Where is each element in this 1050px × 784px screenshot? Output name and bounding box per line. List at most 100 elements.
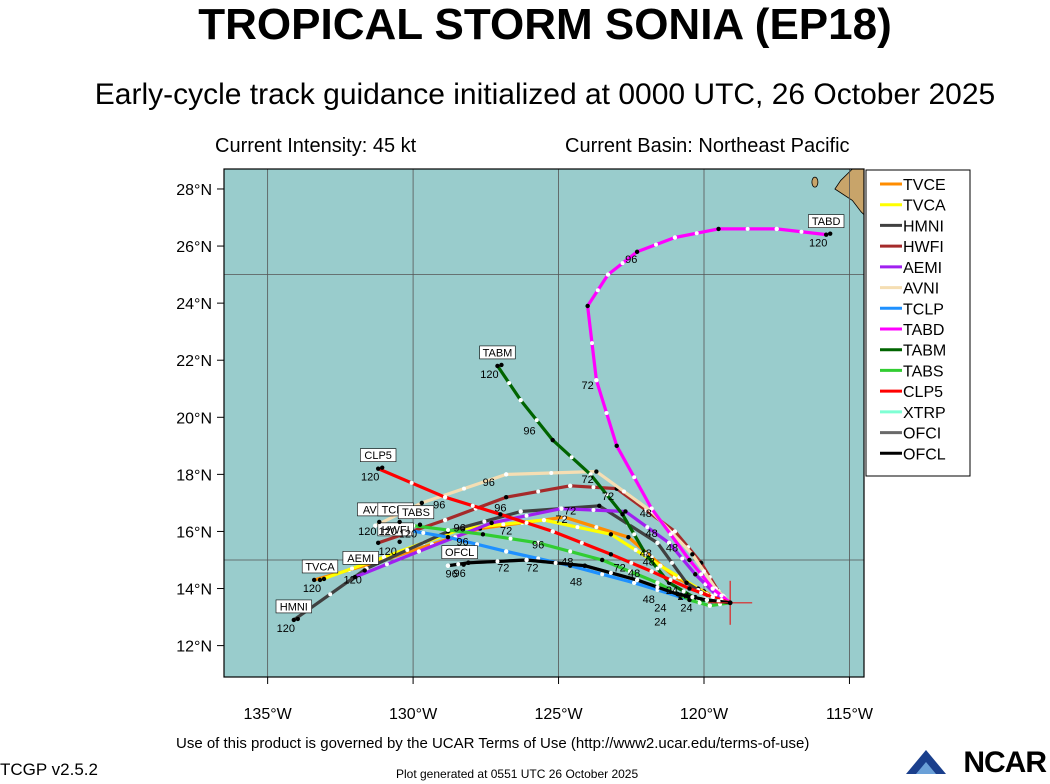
track-point <box>588 472 593 477</box>
track-point <box>605 272 611 277</box>
track-midpoint <box>645 525 650 530</box>
legend-item-ofcl: OFCL <box>880 446 946 463</box>
track-point <box>655 580 660 586</box>
forecast-hour-label: 96 <box>454 568 466 580</box>
track-midpoint <box>534 418 539 423</box>
track-point <box>655 540 660 546</box>
forecast-hour-label: 24 <box>680 602 692 614</box>
forecast-hour-label: 96 <box>483 477 495 489</box>
track-point <box>823 232 829 237</box>
track-point <box>541 517 547 523</box>
track-point <box>608 552 614 557</box>
legend-box <box>865 169 971 477</box>
end-point <box>379 465 385 470</box>
lat-tick-label: 18°N <box>176 467 212 484</box>
track-midpoint <box>470 503 475 508</box>
label-text: HMNI <box>280 601 308 613</box>
legend-label: OFCI <box>903 426 941 443</box>
legend-item-hwfi: HWFI <box>880 239 944 256</box>
track-point <box>466 560 471 566</box>
end-point <box>397 519 402 525</box>
track-point <box>352 574 358 580</box>
forecast-hour-label: 48 <box>646 528 658 540</box>
track-point <box>518 397 523 403</box>
track-point <box>445 563 451 568</box>
label-text: TABS <box>402 507 430 519</box>
track-point <box>626 534 631 540</box>
track-point <box>620 512 625 517</box>
track-point <box>291 617 297 623</box>
forecast-hour-label: 72 <box>526 562 538 574</box>
track-point <box>375 466 381 471</box>
track-midpoint <box>699 572 704 577</box>
label-box <box>479 345 516 360</box>
legend-item-tabd: TABD <box>880 322 944 339</box>
track-end-label-tvca: TVCA 120 <box>301 559 339 595</box>
version-label: TCGP v2.5.2 <box>0 760 98 779</box>
track-midpoint <box>446 528 450 533</box>
track-point <box>687 557 692 563</box>
track-point <box>489 520 494 526</box>
track-point <box>623 509 628 514</box>
track-midpoint <box>591 485 596 490</box>
legend-item-clp5: CLP5 <box>880 384 943 401</box>
track-point <box>690 552 695 557</box>
track-midpoint <box>668 577 673 582</box>
track-point <box>634 249 640 254</box>
track-midpoint <box>745 226 750 231</box>
track-midpoint <box>536 489 541 494</box>
legend-label: CLP5 <box>903 384 943 401</box>
label-text: TABD <box>812 216 841 228</box>
end-hour-label: 120 <box>378 526 396 538</box>
axis-ticks: 135°W 130°W 125°W 120°W 115°W 12°N 14°N 16°N 18°… <box>176 182 874 723</box>
track-end-label-tabd: TABD 120 <box>808 214 845 250</box>
track-midpoint <box>655 585 660 590</box>
track-point <box>559 506 564 511</box>
forecast-hour-label: 48 <box>643 557 655 569</box>
forecast-hour-label: 96 <box>523 425 535 437</box>
track-midpoint <box>668 532 673 537</box>
track-point <box>774 226 779 232</box>
legend-item-tabm: TABM <box>880 343 946 360</box>
legend-item-tabs: TABS <box>880 363 944 380</box>
end-point <box>377 519 382 525</box>
forecast-hour-label: 48 <box>666 542 678 554</box>
end-hour-label: 120 <box>809 238 827 250</box>
lat-tick-label: 22°N <box>176 353 212 370</box>
track-midpoint <box>553 560 558 565</box>
track-point <box>550 529 555 534</box>
label-box <box>275 599 312 614</box>
forecast-hour-label: 48 <box>570 577 582 589</box>
track-midpoint <box>475 542 480 547</box>
current-intensity: Current Intensity: 45 kt <box>215 135 417 157</box>
track-midpoint <box>482 519 487 524</box>
end-hour-label: 120 <box>303 583 321 595</box>
forecast-hour-label: 96 <box>433 500 445 512</box>
track-point <box>535 540 541 546</box>
track-point <box>442 495 448 500</box>
label-box <box>441 545 478 559</box>
track-midpoint <box>409 480 414 485</box>
track-midpoint <box>600 572 605 577</box>
track-midpoint <box>569 455 574 460</box>
track-point <box>480 532 486 537</box>
legend-item-aemi: AEMI <box>880 260 942 277</box>
track-midpoint <box>524 520 529 525</box>
track-midpoint <box>508 536 513 541</box>
storm-position-marker <box>708 580 753 625</box>
legend-item-xtrp: XTRP <box>880 405 946 422</box>
legend-item-ofci: OFCI <box>880 426 941 443</box>
legend-label: AEMI <box>903 260 942 277</box>
track-point <box>375 540 381 546</box>
lat-tick-label: 24°N <box>176 296 212 313</box>
track-point <box>419 500 425 506</box>
forecast-hour-label: 72 <box>555 514 567 526</box>
lat-tick-label: 12°N <box>176 639 212 656</box>
track-point <box>643 552 649 557</box>
track-midpoint <box>633 548 638 552</box>
lat-tick-label: 26°N <box>176 239 212 256</box>
track-midpoint <box>579 540 584 545</box>
forecast-hour-label: 48 <box>640 548 652 560</box>
track-end-label-ofcl: OFCL 96 <box>441 545 478 581</box>
end-point <box>362 568 367 573</box>
